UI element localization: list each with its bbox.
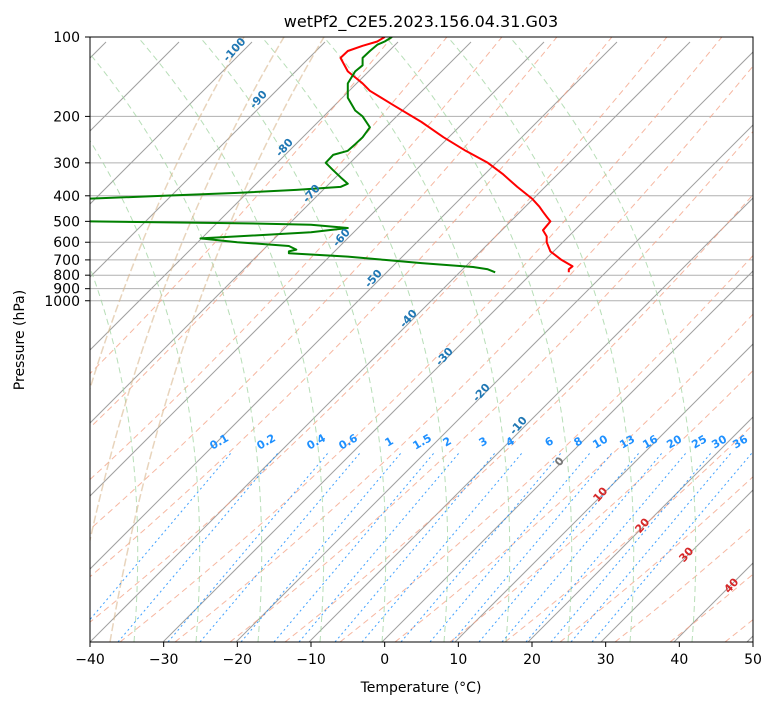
- moist-adiabat-line: [509, 37, 697, 642]
- isotherm-line: [454, 343, 753, 642]
- plot-frame: [89, 36, 754, 643]
- isotherm-line: [600, 489, 753, 642]
- isotherm-line: [381, 270, 753, 642]
- x-tick-label: 50: [744, 652, 762, 668]
- moist-adiabat-line: [137, 37, 325, 642]
- y-tick-label: 800: [53, 268, 80, 284]
- dewpoint-profile-line: [90, 37, 496, 274]
- isotherm-line: [90, 41, 253, 205]
- moist-adiabat-line: [385, 37, 573, 642]
- moist-adiabat-line: [90, 53, 263, 642]
- y-tick-label: 1000: [44, 294, 80, 310]
- moist-adiabat-line: [90, 139, 201, 642]
- mixing-ratio-line: [199, 452, 361, 642]
- mixing-ratio-line: [334, 452, 496, 642]
- x-tick-label: 20: [523, 652, 541, 668]
- moist-adiabat-line: [90, 266, 139, 642]
- isotherm-line: [90, 41, 545, 497]
- background-lines: [90, 37, 753, 642]
- mixing-ratio-line: [240, 452, 402, 642]
- x-axis-label: Temperature (°C): [360, 680, 482, 696]
- mixing-ratio-line: [478, 452, 640, 642]
- y-tick-label: 600: [53, 235, 80, 251]
- x-tick-label: −20: [223, 652, 253, 668]
- moist-adiabat-line: [199, 37, 387, 642]
- isotherm-line: [235, 124, 753, 642]
- x-tick-label: 10: [449, 652, 467, 668]
- mixing-ratio-line: [525, 452, 687, 642]
- mixing-ratio-line: [550, 452, 712, 642]
- axis-ticks: −40 −30 −20 −10 0 10 20 30 40 50 100 200 300 400 500 60…: [44, 30, 762, 668]
- dry-adiabat-line: [339, 254, 753, 642]
- mixing-ratio-line: [451, 452, 613, 642]
- dry-adiabat-line: [394, 313, 753, 642]
- dry-adiabat-line: [449, 369, 753, 642]
- y-tick-label: 500: [53, 214, 80, 230]
- isotherm-line: [90, 41, 472, 424]
- mixing-ratio-line: [570, 452, 732, 642]
- mixing-ratio-line: [591, 452, 753, 642]
- y-tick-label: 700: [53, 253, 80, 269]
- dry-adiabat-line: [90, 37, 613, 578]
- data-series: [90, 37, 574, 274]
- y-tick-label: 300: [53, 156, 80, 172]
- mixing-ratio-line: [298, 452, 460, 642]
- mixing-ratio-line: [90, 452, 232, 621]
- x-tick-label: −30: [149, 652, 179, 668]
- isotherm-line: [90, 41, 326, 278]
- x-tick-label: 30: [597, 652, 615, 668]
- mixing-ratio-line: [117, 452, 279, 642]
- mixing-ratio-line: [429, 452, 591, 642]
- dry-adiabat-line: [559, 476, 753, 642]
- isotherm-line: [162, 51, 753, 642]
- y-axis-label: Pressure (hPa): [12, 290, 28, 390]
- mixing-ratio-line: [167, 452, 329, 642]
- y-tick-label: 400: [53, 189, 80, 205]
- y-tick-label: 900: [53, 282, 80, 298]
- x-tick-label: 40: [670, 652, 688, 668]
- x-tick-label: −40: [75, 652, 105, 668]
- y-tick-label: 200: [53, 109, 80, 125]
- moist-adiabat-line: [323, 37, 511, 642]
- mixing-ratio-line: [400, 452, 562, 642]
- dry-adiabat-line: [90, 37, 558, 530]
- dry-adiabat-line: [119, 37, 723, 642]
- moist-adiabat-line: [261, 37, 449, 642]
- chart-title: wetPf2_C2E5.2023.156.04.31.G03: [284, 12, 558, 32]
- mixing-ratio-line: [501, 452, 663, 642]
- dry-adiabat-line: [174, 65, 753, 642]
- dry-adiabat-line: [614, 525, 753, 642]
- x-tick-label: −10: [296, 652, 326, 668]
- y-tick-label: 100: [53, 30, 80, 46]
- dry-adiabat-line: [90, 37, 668, 623]
- mixing-ratio-line: [273, 452, 435, 642]
- dry-adiabat-line: [504, 424, 753, 642]
- isotherm-line: [90, 41, 618, 570]
- dry-adiabat-line: [90, 37, 448, 429]
- dry-adiabat-line: [229, 130, 753, 642]
- dry-adiabat-line: [284, 193, 753, 642]
- x-tick-label: 0: [380, 652, 389, 668]
- isotherm-line: [527, 416, 753, 642]
- isotherm-line: [90, 41, 399, 351]
- moist-adiabat-line: [447, 37, 635, 642]
- isotherm-line: [90, 41, 691, 642]
- dry-adiabat-line: [90, 37, 503, 481]
- temperature-profile-line: [339, 37, 574, 273]
- mixing-ratio-line: [361, 452, 523, 642]
